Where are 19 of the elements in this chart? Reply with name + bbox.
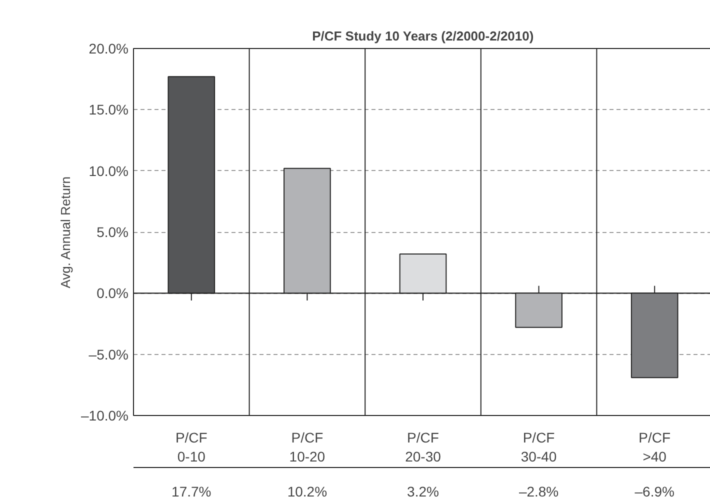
chart-title: P/CF Study 10 Years (2/2000-2/2010) bbox=[312, 28, 534, 44]
y-tick-label: 20.0% bbox=[88, 40, 129, 56]
y-tick-label: 0.0% bbox=[96, 285, 129, 302]
x-tick-label: P/CF >40 bbox=[638, 430, 671, 465]
y-tick-label: –10.0% bbox=[81, 408, 128, 424]
data-label: 10.2% bbox=[287, 484, 328, 500]
y-axis-title: Avg. Annual Return bbox=[58, 176, 74, 288]
y-tick-label: 15.0% bbox=[88, 102, 129, 118]
y-tick-label: 10.0% bbox=[88, 162, 129, 179]
data-label: –2.8% bbox=[518, 484, 559, 500]
x-tick-label: P/CF 10-20 bbox=[289, 430, 326, 465]
data-label: 3.2% bbox=[407, 484, 439, 500]
y-tick-label: 5.0% bbox=[96, 224, 129, 240]
x-tick-label: P/CF 20-30 bbox=[405, 430, 442, 465]
x-tick-label: P/CF 30-40 bbox=[520, 430, 557, 465]
x-tick-label: P/CF 0-10 bbox=[175, 430, 208, 465]
data-label: 17.7% bbox=[172, 484, 212, 500]
data-label: –6.9% bbox=[634, 484, 674, 500]
y-tick-label: –5.0% bbox=[88, 346, 129, 362]
